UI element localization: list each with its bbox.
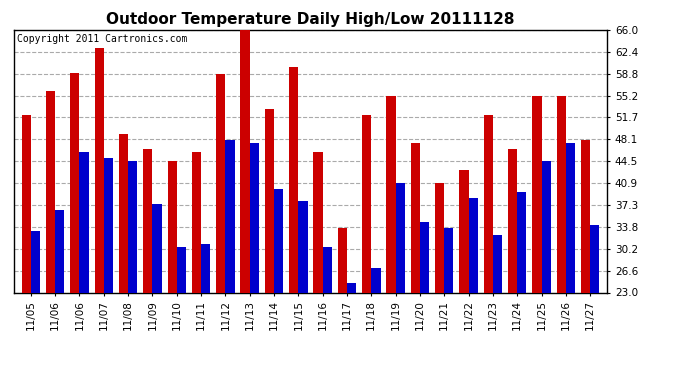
- Bar: [460, 170, 469, 375]
- Bar: [240, 30, 250, 375]
- Bar: [21, 116, 31, 375]
- Bar: [265, 110, 274, 375]
- Bar: [192, 152, 201, 375]
- Bar: [152, 204, 161, 375]
- Bar: [532, 96, 542, 375]
- Bar: [201, 244, 210, 375]
- Bar: [104, 158, 113, 375]
- Bar: [484, 116, 493, 375]
- Bar: [371, 268, 381, 375]
- Bar: [168, 161, 177, 375]
- Bar: [144, 149, 152, 375]
- Bar: [119, 134, 128, 375]
- Bar: [226, 140, 235, 375]
- Bar: [542, 161, 551, 375]
- Bar: [46, 91, 55, 375]
- Bar: [590, 225, 600, 375]
- Bar: [469, 198, 477, 375]
- Bar: [557, 96, 566, 375]
- Text: Copyright 2011 Cartronics.com: Copyright 2011 Cartronics.com: [17, 34, 187, 44]
- Bar: [518, 192, 526, 375]
- Bar: [581, 140, 590, 375]
- Bar: [337, 228, 347, 375]
- Bar: [79, 152, 89, 375]
- Bar: [31, 231, 40, 375]
- Title: Outdoor Temperature Daily High/Low 20111128: Outdoor Temperature Daily High/Low 20111…: [106, 12, 515, 27]
- Bar: [70, 73, 79, 375]
- Bar: [444, 228, 453, 375]
- Bar: [250, 143, 259, 375]
- Bar: [435, 183, 444, 375]
- Bar: [177, 247, 186, 375]
- Bar: [274, 189, 284, 375]
- Bar: [566, 143, 575, 375]
- Bar: [362, 116, 371, 375]
- Bar: [289, 67, 298, 375]
- Bar: [216, 74, 226, 375]
- Bar: [323, 247, 332, 375]
- Bar: [298, 201, 308, 375]
- Bar: [411, 143, 420, 375]
- Bar: [386, 96, 395, 375]
- Bar: [55, 210, 64, 375]
- Bar: [493, 234, 502, 375]
- Bar: [395, 183, 405, 375]
- Bar: [347, 284, 356, 375]
- Bar: [313, 152, 323, 375]
- Bar: [95, 48, 103, 375]
- Bar: [508, 149, 518, 375]
- Bar: [128, 161, 137, 375]
- Bar: [420, 222, 429, 375]
